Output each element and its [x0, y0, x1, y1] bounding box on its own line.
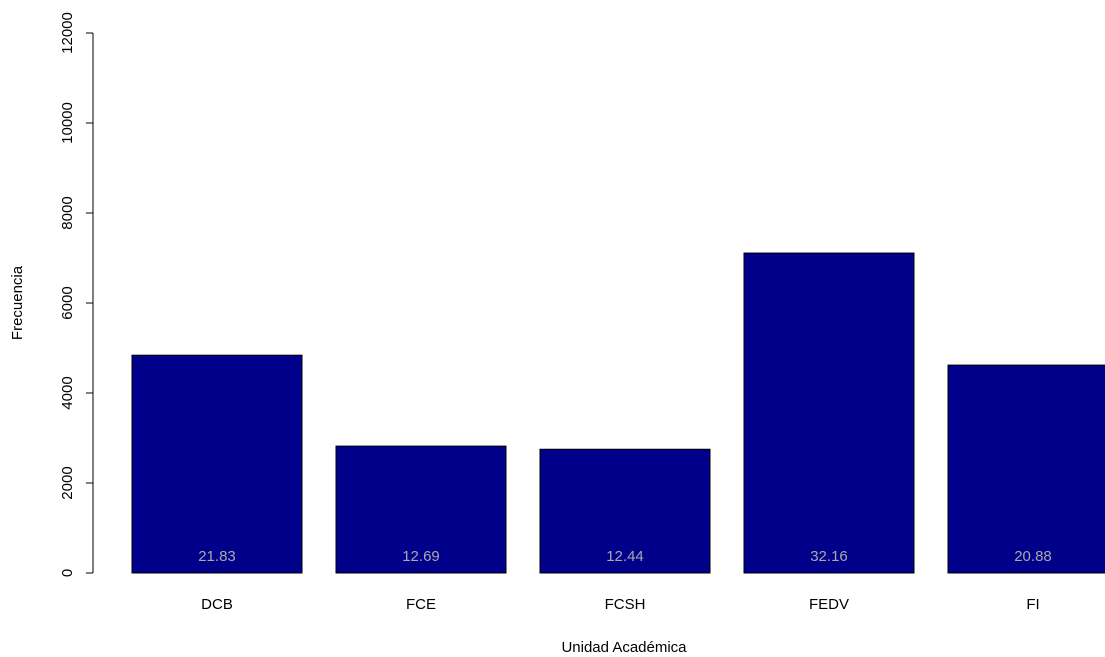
bar: [743, 252, 915, 574]
y-tick-label: 10000: [59, 102, 76, 144]
y-tick-label: 4000: [59, 376, 76, 409]
y-tick-label: 8000: [59, 196, 76, 229]
bar: [335, 445, 507, 574]
x-tick-label: FCE: [406, 596, 436, 613]
bar: [947, 364, 1105, 574]
x-tick-label: FI: [1026, 596, 1039, 613]
x-tick-label: FCSH: [605, 596, 646, 613]
percent-label: 32.16: [810, 548, 848, 565]
percent-label: 12.69: [402, 548, 440, 565]
bar: [131, 354, 303, 574]
percent-label: 20.88: [1014, 548, 1052, 565]
x-axis-label: Unidad Académica: [561, 639, 687, 656]
percent-label: 12.44: [606, 548, 644, 565]
x-tick-label: DCB: [201, 596, 233, 613]
y-tick-label: 2000: [59, 466, 76, 499]
y-tick-label: 12000: [59, 12, 76, 54]
bar: [539, 448, 711, 574]
y-axis-label: Frecuencia: [9, 265, 26, 340]
x-tick-label: FEDV: [809, 596, 849, 613]
y-tick-label: 6000: [59, 286, 76, 319]
y-tick-label: 0: [59, 569, 76, 577]
percent-label: 21.83: [198, 548, 236, 565]
